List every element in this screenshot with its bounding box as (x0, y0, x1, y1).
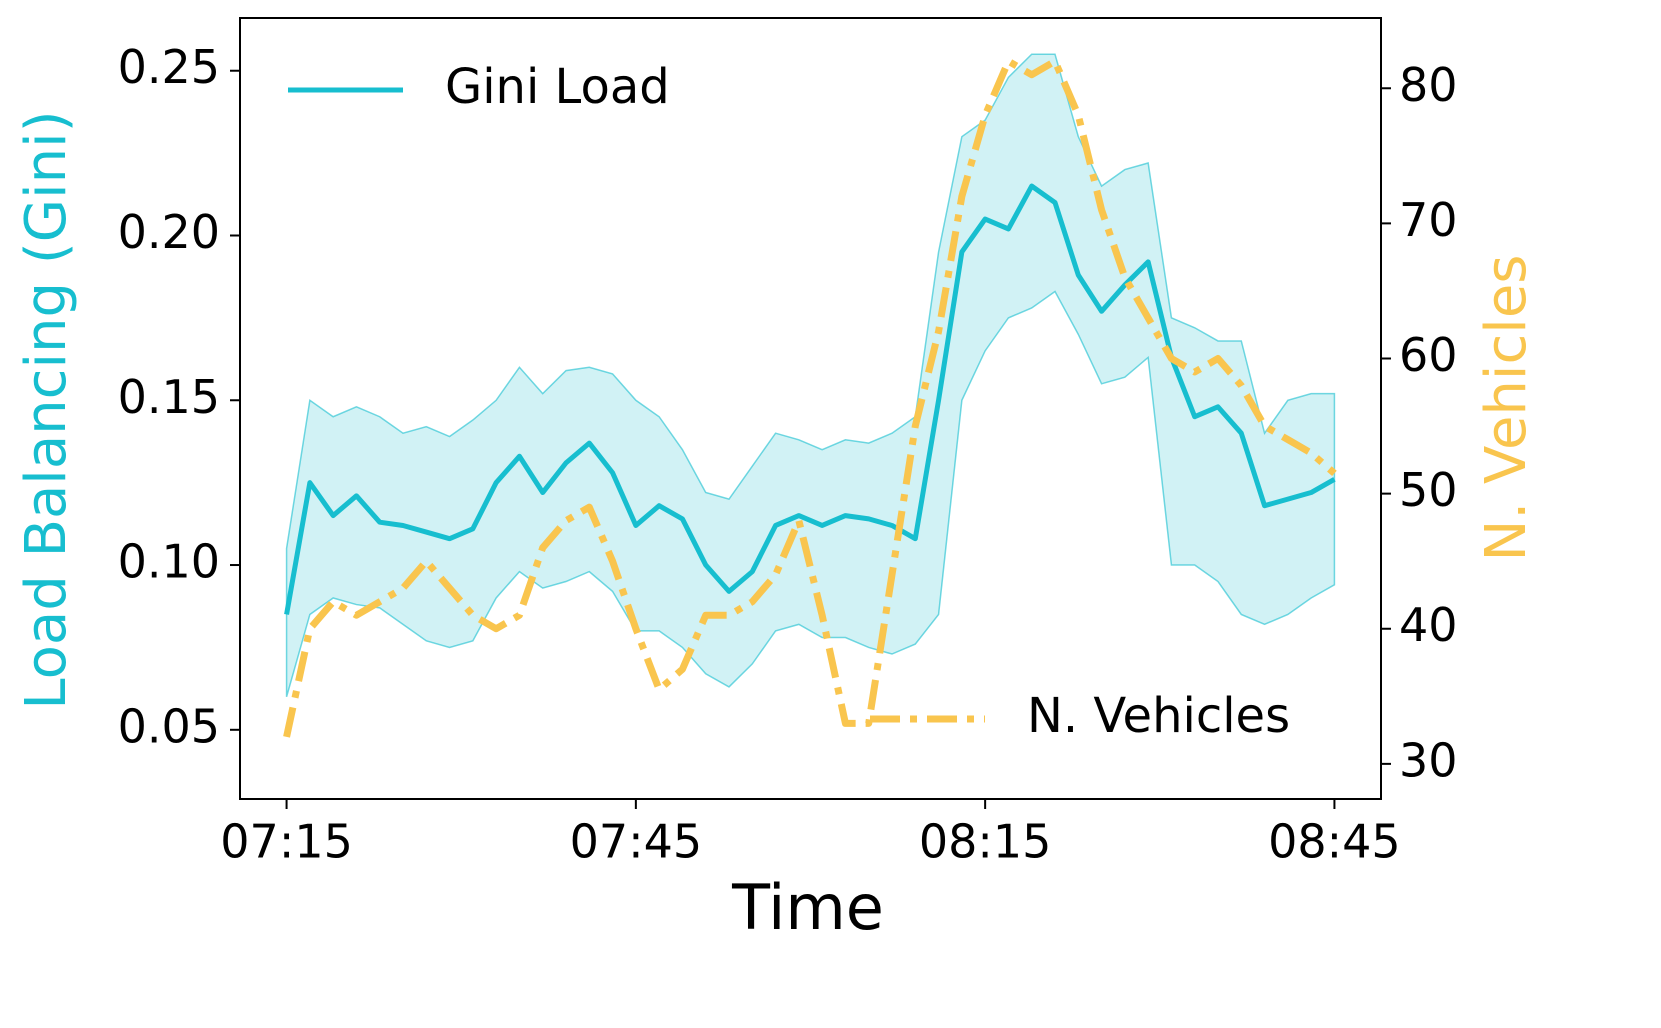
x-tick-label: 07:15 (220, 815, 353, 869)
y2-tick-label: 70 (1399, 193, 1458, 247)
y-tick-label: 0.10 (118, 535, 220, 589)
series-line (284, 183, 1336, 615)
y2-tick-label: 40 (1399, 598, 1458, 652)
y2-tick-label: 60 (1399, 328, 1458, 382)
x-tick-label: 08:15 (919, 815, 1052, 869)
y-tick-label: 0.20 (118, 205, 220, 259)
y-tick-label: 0.05 (118, 699, 220, 753)
y2-axis-label: N. Vehicles (1474, 255, 1539, 562)
x-tick-label: 08:45 (1268, 815, 1401, 869)
x-axis-label: Time (731, 871, 884, 944)
plot-frame (239, 17, 1382, 800)
legend-label: Gini Load (445, 59, 670, 115)
y-tick-label: 0.15 (118, 370, 220, 424)
y2-tick-label: 30 (1399, 733, 1458, 787)
y2-tick-label: 80 (1399, 58, 1458, 112)
y-axis-label: Load Balancing (Gini) (14, 110, 79, 709)
x-tick-label: 07:45 (570, 815, 703, 869)
y2-tick-label: 50 (1399, 463, 1458, 517)
legend-label: N. Vehicles (1027, 688, 1290, 744)
y-tick-label: 0.25 (118, 40, 220, 94)
